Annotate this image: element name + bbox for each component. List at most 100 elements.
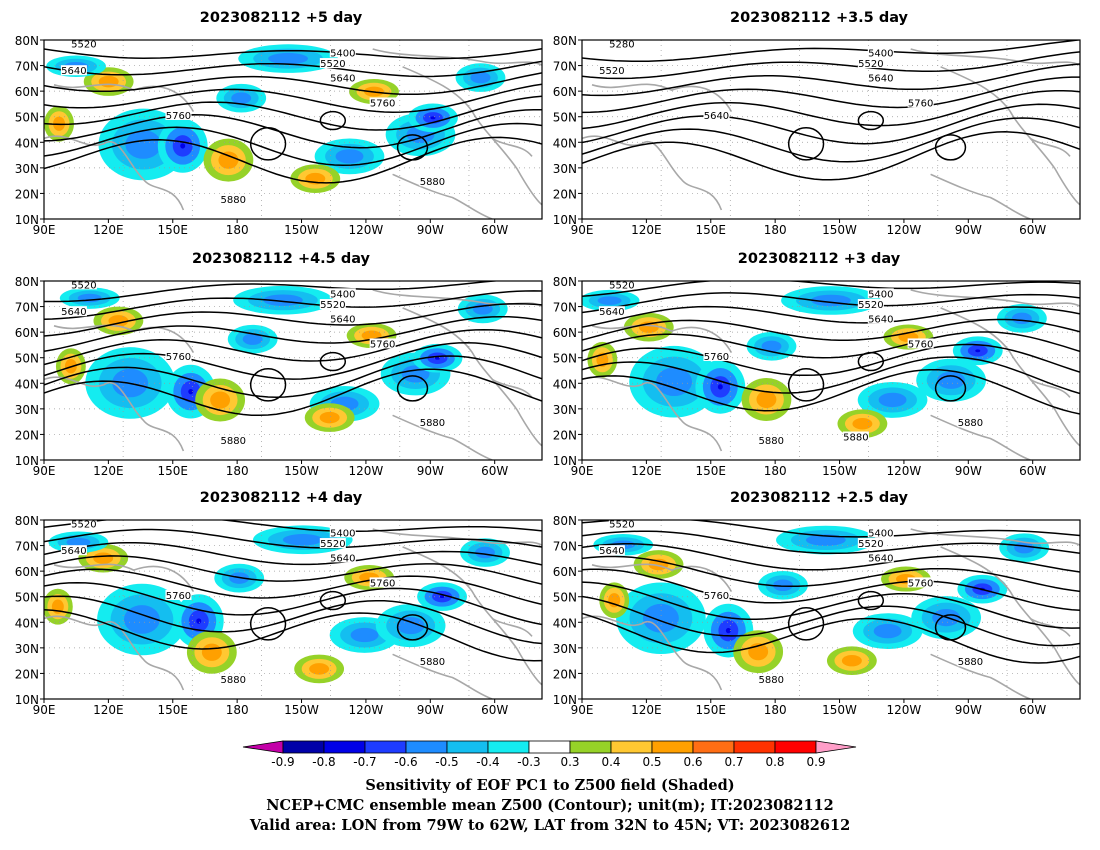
colorbar: -0.9 -0.8 -0.7 -0.6 -0.5 -0.4 -0.3 0.3 0.4 0.5 0.6… [242,740,857,769]
shading-blob [761,340,782,353]
z500-contour [44,342,542,380]
shading-blob [396,617,425,635]
map-frame [581,39,1081,220]
lat-tick-label: 70N [15,540,39,554]
lat-tick-label: 20N [553,667,577,681]
shading-blob [98,75,119,88]
contour-label: 5880 [958,418,983,429]
colorbar-label: 0.5 [642,755,661,769]
lat-tick-label: 60N [553,85,577,99]
lat-tick-label: 60N [15,326,39,340]
lat-tick-label: 30N [15,162,39,176]
colorbar-swatch [405,740,448,754]
coastline [1029,617,1071,637]
lat-tick-label: 80N [553,514,577,528]
z500-contour [582,356,1080,395]
contour-label: 5880 [420,657,445,668]
shading-blob [66,537,91,547]
map-frame [43,280,543,461]
contour-label: 5760 [166,111,191,122]
contour-label: 5400 [868,289,893,300]
shading-blob [309,663,330,675]
shading-blob [268,52,308,65]
z500-contour [44,528,542,549]
lon-tick-label: 120W [887,703,922,717]
shading-blob [873,623,902,639]
panel-title: 2023082112 +5 day [200,10,363,26]
lat-tick-label: 40N [553,616,577,630]
contour-label: 5640 [868,314,893,325]
contour-label: 5760 [908,578,933,589]
lat-tick-label: 40N [553,377,577,391]
caption-shading: Sensitivity of EOF PC1 to Z500 field (Sh… [365,777,735,794]
colorbar-swatch [446,740,489,754]
colorbar-label: -0.6 [394,755,417,769]
lon-tick-label: 150E [696,464,727,478]
lat-tick-label: 60N [553,565,577,579]
shading-blob [937,371,966,389]
z500-contour [582,117,1080,163]
z500-closed-contour [319,351,347,372]
contour-label: 5520 [858,59,883,70]
z500-contour [582,595,1080,647]
shading-blob [656,367,692,397]
z500-closed-contour [249,606,287,641]
contour-label: 5640 [868,73,893,84]
lon-tick-label: 120E [93,464,124,478]
contour-label: 5520 [71,519,96,530]
contour-label: 5520 [609,519,634,530]
z500-closed-contour [857,351,885,372]
contour-label: 5880 [958,657,983,668]
lon-tick-label: 150E [158,703,189,717]
lon-tick-label: 60W [1019,703,1046,717]
lon-tick-label: 180 [226,223,249,237]
lat-tick-label: 30N [15,642,39,656]
panel-title: 2023082112 +2.5 day [730,490,909,506]
z500-contour [44,60,542,78]
colorbar-label: 0.7 [724,755,743,769]
shading-blob [180,143,186,149]
coastline [402,66,542,206]
colorbar-swatch [774,740,817,754]
colorbar-label: 0.4 [601,755,620,769]
lon-tick-label: 150W [284,703,319,717]
shading-blob [210,391,231,409]
contour-label: 5760 [166,352,191,363]
z500-contour [582,520,1080,538]
contour-label: 5640 [61,66,86,77]
lon-tick-label: 90E [571,703,594,717]
z500-contour [582,281,1080,297]
panel-title: 2023082112 +3 day [738,251,901,267]
contour-label: 5520 [71,39,96,50]
contour-label: 5280 [609,39,634,50]
contour-label: 5880 [759,675,784,686]
colorbar-label: 0.8 [765,755,784,769]
shading-blob [1011,312,1032,325]
lon-tick-label: 150W [284,464,319,478]
lat-tick-label: 10N [553,213,577,227]
z500-contour [582,568,1080,612]
colorbar-label: -0.3 [517,755,540,769]
contour-label: 5640 [330,73,355,84]
coastline [44,376,185,452]
lat-tick-label: 30N [553,162,577,176]
lon-tick-label: 180 [764,223,787,237]
contour-label: 5520 [71,280,96,291]
shading-blob [439,595,445,599]
z500-contour [582,581,1080,629]
lat-tick-label: 40N [15,616,39,630]
lat-tick-label: 10N [553,454,577,468]
z500-contour [582,555,1080,593]
caption-contour: NCEP+CMC ensemble mean Z500 (Contour); u… [266,797,834,814]
coastline [44,615,185,691]
z500-closed-contour [249,367,287,402]
lon-tick-label: 60W [481,223,508,237]
shading-blob [597,296,622,305]
lon-tick-label: 120E [631,464,662,478]
lat-tick-label: 60N [553,326,577,340]
z500-contour [44,48,542,60]
contour-label: 5640 [61,546,86,557]
colorbar-label: 0.6 [683,755,702,769]
lat-tick-label: 80N [15,275,39,289]
